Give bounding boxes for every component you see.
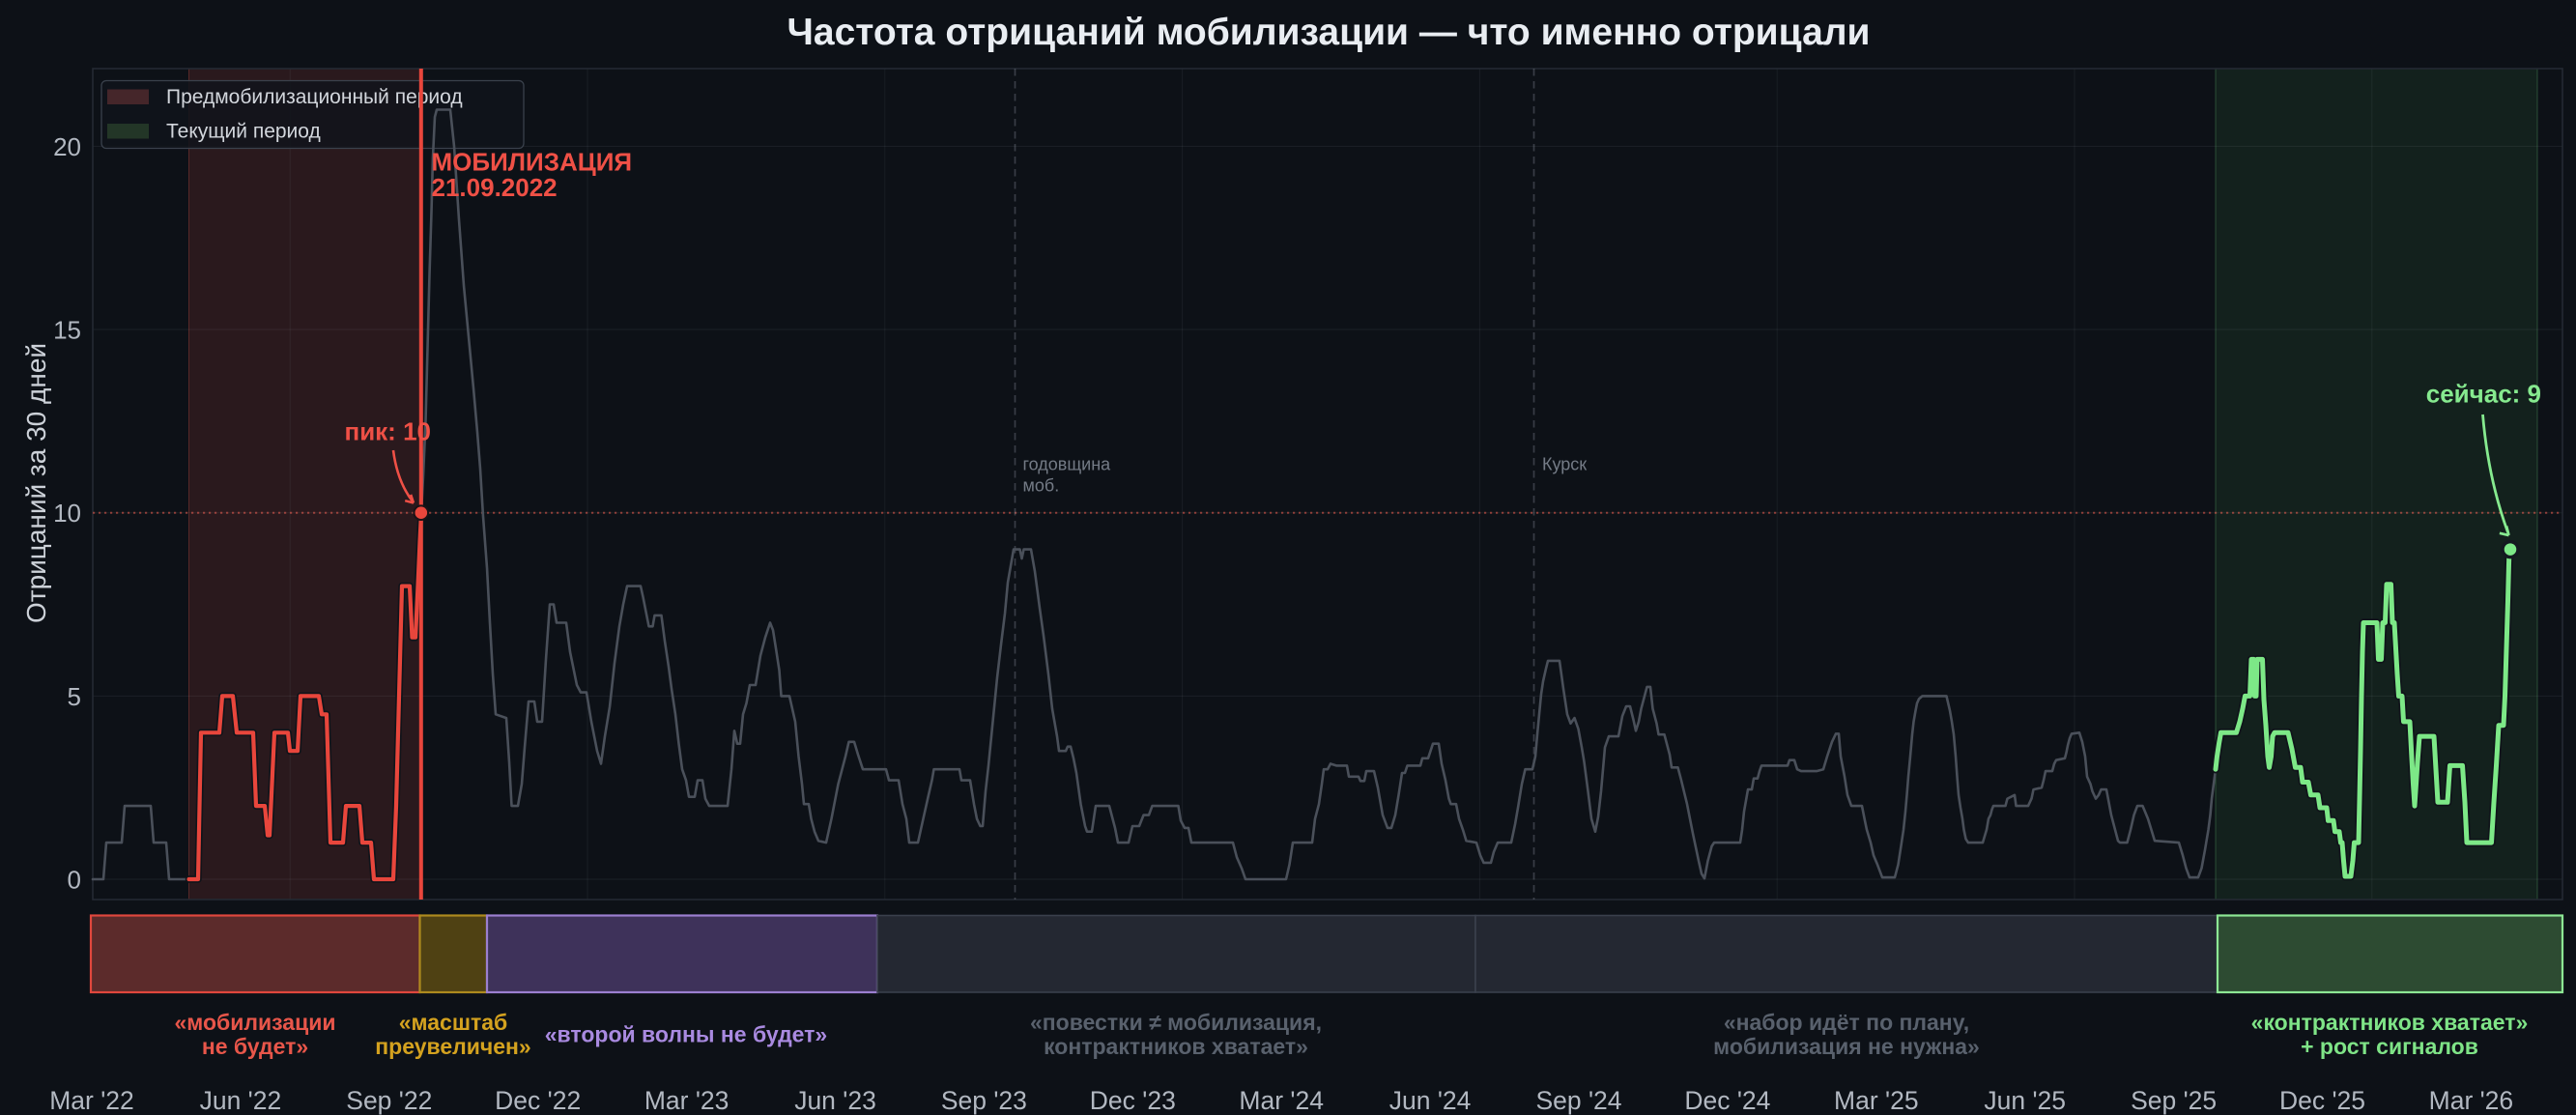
- svg-text:Mar '25: Mar '25: [1834, 1086, 1919, 1115]
- svg-text:Dec '25: Dec '25: [2279, 1086, 2365, 1115]
- svg-text:Отрицаний за 30 дней: Отрицаний за 30 дней: [21, 343, 51, 623]
- svg-text:Dec '22: Dec '22: [495, 1086, 581, 1115]
- svg-text:Курск: Курск: [1542, 455, 1587, 474]
- svg-text:«масштаб: «масштаб: [399, 1010, 508, 1035]
- svg-text:Mar '26: Mar '26: [2429, 1086, 2514, 1115]
- svg-text:«второй волны не будет»: «второй волны не будет»: [545, 1022, 827, 1047]
- svg-text:мобилизация не нужна»: мобилизация не нужна»: [1713, 1034, 1980, 1059]
- svg-text:Sep '22: Sep '22: [346, 1086, 432, 1115]
- svg-text:Текущий период: Текущий период: [166, 121, 321, 143]
- svg-text:«набор идёт по плану,: «набор идёт по плану,: [1724, 1010, 1969, 1035]
- svg-text:Jun '25: Jun '25: [1984, 1086, 2066, 1115]
- svg-text:Dec '23: Dec '23: [1090, 1086, 1176, 1115]
- svg-text:Предмобилизационный период: Предмобилизационный период: [166, 86, 463, 108]
- svg-text:Sep '25: Sep '25: [2131, 1086, 2217, 1115]
- svg-text:Sep '23: Sep '23: [941, 1086, 1027, 1115]
- svg-text:преувеличен»: преувеличен»: [375, 1034, 530, 1059]
- svg-text:0: 0: [68, 866, 81, 895]
- svg-text:Jun '24: Jun '24: [1389, 1086, 1472, 1115]
- svg-text:Mar '22: Mar '22: [49, 1086, 134, 1115]
- svg-text:сейчас: 9: сейчас: 9: [2426, 380, 2541, 409]
- svg-text:Mar '23: Mar '23: [644, 1086, 730, 1115]
- svg-text:«мобилизации: «мобилизации: [175, 1010, 336, 1035]
- svg-text:Частота отрицаний мобилизации: Частота отрицаний мобилизации — что имен…: [787, 12, 1870, 53]
- svg-text:21.09.2022: 21.09.2022: [432, 173, 558, 202]
- svg-text:Jun '23: Jun '23: [794, 1086, 876, 1115]
- svg-text:20: 20: [53, 132, 81, 161]
- svg-text:Sep '24: Sep '24: [1535, 1086, 1621, 1115]
- svg-text:«контрактников хватает»: «контрактников хватает»: [2251, 1010, 2529, 1035]
- svg-text:Mar '24: Mar '24: [1239, 1086, 1324, 1115]
- svg-text:годовщина: годовщина: [1023, 455, 1112, 474]
- svg-text:моб.: моб.: [1023, 476, 1060, 496]
- svg-text:Dec '24: Dec '24: [1684, 1086, 1770, 1115]
- svg-text:контрактников хватает»: контрактников хватает»: [1044, 1034, 1308, 1059]
- svg-text:+ рост сигналов: + рост сигналов: [2301, 1034, 2478, 1059]
- svg-text:МОБИЛИЗАЦИЯ: МОБИЛИЗАЦИЯ: [432, 148, 633, 177]
- svg-text:10: 10: [53, 499, 81, 528]
- svg-text:«повестки ≠ мобилизация,: «повестки ≠ мобилизация,: [1030, 1010, 1322, 1035]
- svg-text:15: 15: [53, 316, 81, 345]
- svg-text:не будет»: не будет»: [202, 1034, 308, 1059]
- svg-text:пик: 10: пик: 10: [344, 417, 431, 446]
- svg-text:5: 5: [68, 682, 81, 711]
- svg-text:Jun '22: Jun '22: [200, 1086, 282, 1115]
